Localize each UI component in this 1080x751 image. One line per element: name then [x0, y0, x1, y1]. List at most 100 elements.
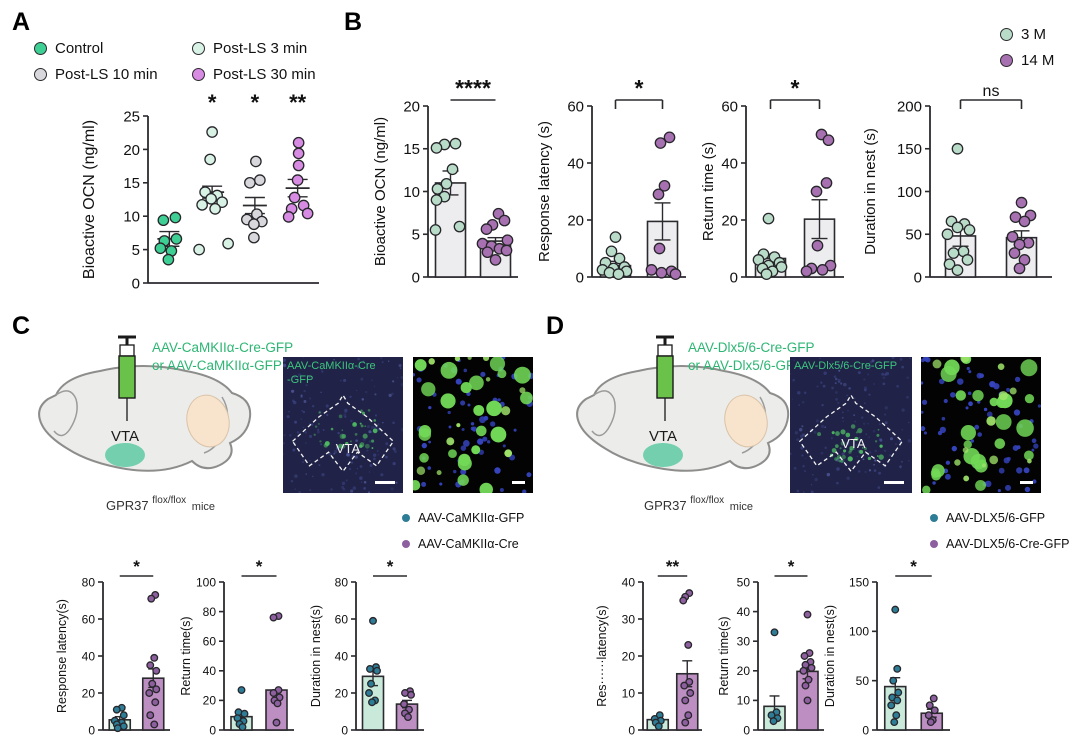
injection-label-c: AAV-CaMKIIα-Cre-GFP or AAV-CaMKIIα-GFP — [152, 339, 293, 374]
svg-text:*: * — [788, 558, 795, 576]
svg-text:0: 0 — [862, 723, 869, 737]
panel-d-chart-return-time: 0 10 20 30 40 50 Return time(s) * — [717, 557, 832, 746]
svg-text:5: 5 — [412, 227, 420, 244]
micrograph-label-c-line2: -GFP — [287, 373, 314, 386]
legend-item-camkii-cre: AAV-CaMKIIα-Cre — [402, 537, 524, 551]
legend-dot-3m — [1000, 28, 1013, 41]
panel-c-chart-duration-in-nest: 0 20 40 60 80 Duration in nest(s) * — [309, 557, 430, 746]
svg-text:10: 10 — [123, 209, 140, 226]
legend-dot-dlx-cre — [930, 540, 938, 548]
svg-text:Return time(s): Return time(s) — [718, 616, 731, 695]
svg-text:20: 20 — [335, 686, 349, 700]
svg-text:150: 150 — [897, 141, 922, 158]
svg-text:40: 40 — [721, 155, 738, 172]
svg-text:Bioactive OCN (ng/ml): Bioactive OCN (ng/ml) — [372, 117, 389, 266]
svg-text:*: * — [256, 558, 263, 576]
svg-text:40: 40 — [335, 649, 349, 663]
cerebellum-region — [724, 394, 768, 448]
mouse-gene-d: GPR37 — [644, 498, 687, 513]
legend-item-post-ls-30min: Post-LS 30 min — [192, 66, 316, 83]
legend-label-control: Control — [55, 40, 104, 57]
panel-c-chart-return-time: 0 20 40 60 80 100 Return time(s) * — [179, 557, 302, 746]
svg-text:**: ** — [289, 92, 307, 115]
legend-label-14m: 14 M — [1021, 52, 1055, 69]
svg-text:50: 50 — [737, 575, 751, 589]
svg-text:20: 20 — [737, 664, 751, 678]
injection-label-d-line1: AAV-Dlx5/6-Cre-GFP — [688, 340, 815, 355]
micrograph-label-c-line1: AAV-CaMKIIα-Cre — [287, 360, 376, 372]
legend-dot-camkii-cre — [402, 540, 410, 548]
panel-b-chart-duration-in-nest: 0 50 100 150 200 Duration in nest (s) ns — [862, 80, 1062, 288]
svg-text:0: 0 — [628, 723, 635, 737]
scale-bar — [884, 481, 904, 484]
micrograph-vta-overview-d: AAV-Dlx5/6-Cre-GFP VTA — [790, 357, 912, 493]
panel-d-chart-duration-in-nest: 0 50 100 150 Duration in nest(s) * — [823, 557, 958, 746]
mouse-sup-d: flox/flox — [690, 495, 725, 506]
brain-outline — [38, 365, 252, 472]
panel-d-legend: AAV-DLX5/6-GFP AAV-DLX5/6-Cre-GFP — [930, 511, 1069, 551]
micrograph-cells-c — [413, 357, 533, 493]
legend-item-14m: 14 M — [1000, 52, 1054, 69]
legend-label-camkii-cre: AAV-CaMKIIα-Cre — [418, 537, 519, 551]
svg-text:30: 30 — [737, 635, 751, 649]
legend-label-post-ls-30min: Post-LS 30 min — [213, 66, 316, 83]
svg-text:100: 100 — [196, 575, 216, 589]
svg-text:30: 30 — [622, 612, 636, 626]
micrograph-label-d-line1: AAV-Dlx5/6-Cre-GFP — [794, 360, 898, 372]
svg-text:60: 60 — [335, 612, 349, 626]
vta-region — [643, 443, 683, 467]
vta-text: VTA — [111, 428, 139, 445]
svg-text:*: * — [251, 92, 260, 115]
mouse-suffix-c: mice — [191, 501, 216, 513]
svg-text:*: * — [791, 80, 800, 101]
scale-bar — [1020, 481, 1033, 484]
svg-text:20: 20 — [403, 98, 420, 115]
svg-text:Duration in nest(s): Duration in nest(s) — [310, 605, 323, 707]
syringe-icon — [118, 335, 136, 421]
svg-text:0: 0 — [730, 269, 738, 286]
panel-a-label: A — [12, 8, 31, 36]
svg-text:50: 50 — [856, 674, 870, 688]
svg-text:0: 0 — [914, 269, 922, 286]
svg-text:5: 5 — [132, 242, 140, 259]
legend-label-camkii-gfp: AAV-CaMKIIα-GFP — [418, 511, 525, 525]
svg-text:150: 150 — [849, 575, 869, 589]
panel-c-chart-response-latency: 0 20 40 60 80 Response latency(s) * — [55, 557, 178, 746]
svg-text:ns: ns — [983, 83, 1000, 100]
svg-text:80: 80 — [203, 605, 217, 619]
svg-text:100: 100 — [849, 625, 869, 639]
svg-text:200: 200 — [897, 98, 922, 115]
svg-text:15: 15 — [403, 141, 420, 158]
svg-text:20: 20 — [203, 694, 217, 708]
legend-label-dlx-cre: AAV-DLX5/6-Cre-GFP — [946, 537, 1070, 551]
legend-dot-camkii-gfp — [402, 514, 410, 522]
vta-text: VTA — [649, 428, 677, 445]
micrograph-vta-text-c: VTA — [335, 441, 361, 457]
svg-text:60: 60 — [203, 635, 217, 649]
injection-label-c-line1: AAV-CaMKIIα-Cre-GFP — [152, 340, 294, 355]
brain-divider-left — [53, 390, 78, 437]
svg-text:0: 0 — [412, 269, 420, 286]
injection-label-c-line2: or AAV-CaMKIIα-GFP — [152, 357, 282, 373]
svg-text:Return time (s): Return time (s) — [700, 142, 717, 241]
legend-label-post-ls-10min: Post-LS 10 min — [55, 66, 158, 83]
brain-schematic-d: VTA — [576, 335, 790, 472]
brain-schematic-c: VTA — [38, 335, 252, 472]
panel-b-chart-bioactive-ocn: 0 5 10 15 20 Bioactive OCN (ng/ml) **** — [372, 75, 524, 288]
injection-label-d-line2: or AAV-Dlx5/6-GFP — [688, 357, 804, 373]
scale-bar — [375, 481, 395, 484]
legend-dot-dlx-gfp — [930, 514, 938, 522]
svg-text:0: 0 — [743, 723, 750, 737]
brain-outline — [576, 365, 790, 472]
micrograph-vta-overview-c: AAV-CaMKIIα-Cre -GFP VTA — [283, 357, 403, 493]
svg-text:*: * — [133, 558, 140, 576]
svg-text:Response latency(s): Response latency(s) — [56, 599, 69, 713]
svg-text:50: 50 — [905, 227, 922, 244]
svg-text:*: * — [910, 558, 917, 576]
panel-b-chart-response-latency: 0 20 40 60 Response latency (s) * — [536, 75, 694, 288]
svg-text:0: 0 — [88, 723, 95, 737]
svg-text:60: 60 — [82, 612, 96, 626]
svg-text:0: 0 — [132, 275, 140, 292]
micrograph-vta-text-d: VTA — [841, 435, 866, 451]
svg-text:Response latency (s): Response latency (s) — [536, 121, 553, 262]
